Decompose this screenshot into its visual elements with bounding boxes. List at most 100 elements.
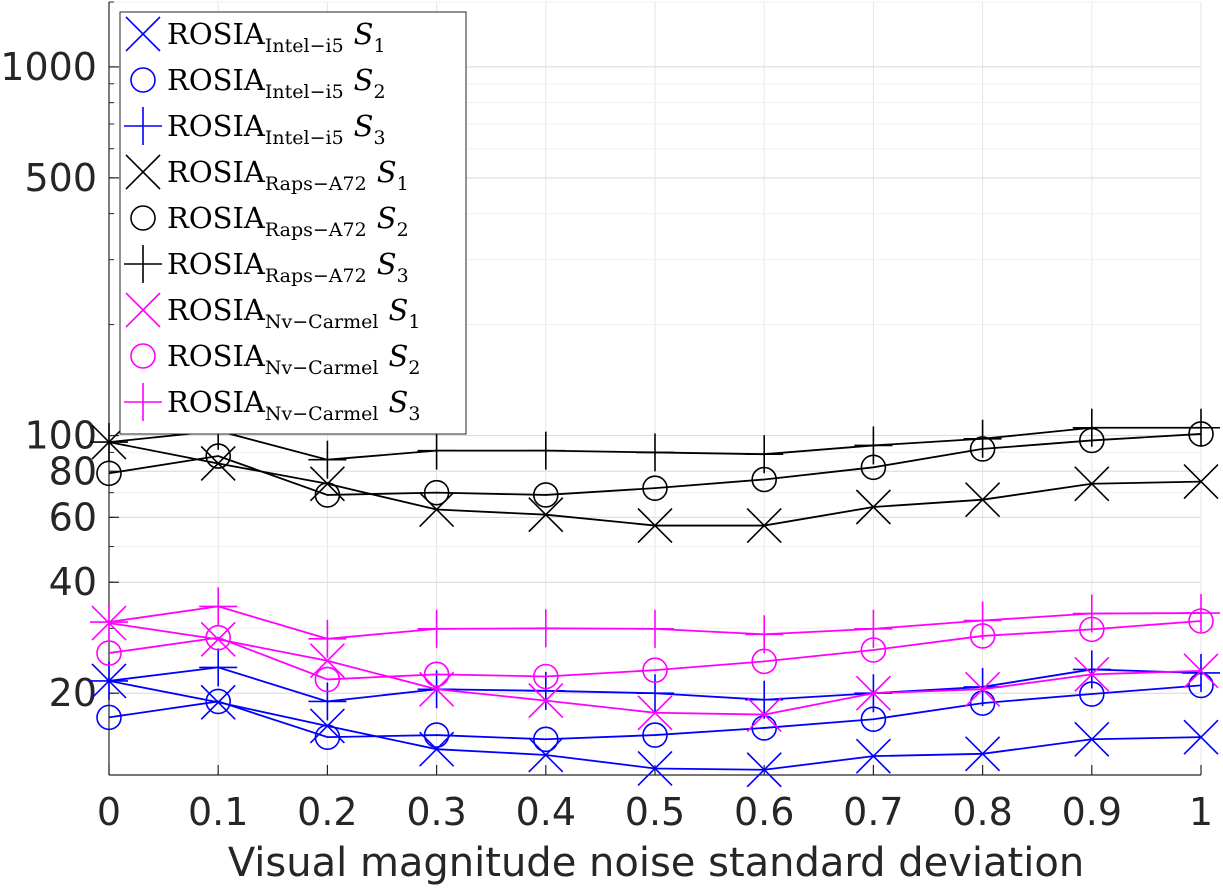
data-point: [1072, 650, 1111, 689]
data-point: [963, 419, 1002, 458]
legend-item: ROSIAIntel−i5 S3: [124, 107, 386, 149]
data-point: [528, 497, 564, 533]
data-point: [636, 433, 674, 472]
legend-label: ROSIAIntel−i5 S1: [167, 17, 386, 57]
data-point: [314, 724, 341, 750]
legend-label: ROSIAIntel−i5 S2: [167, 63, 386, 103]
series-layer: [90, 408, 1220, 788]
legend-label: ROSIANv−Carmel S2: [167, 339, 420, 379]
data-point: [1182, 594, 1220, 633]
data-point: [1182, 653, 1220, 692]
data-point: [205, 624, 231, 651]
data-point: [526, 609, 565, 648]
data-point: [423, 479, 450, 506]
data-point: [1182, 408, 1220, 447]
data-point: [745, 435, 784, 474]
x-tick-label: 0.5: [625, 790, 685, 834]
x-tick-label: 1: [1189, 790, 1213, 834]
y-tick-label: 60: [49, 495, 97, 539]
legend-marker: [124, 245, 162, 283]
data-point: [308, 440, 347, 479]
data-point: [90, 603, 128, 642]
data-point: [309, 643, 345, 679]
legend-marker: [125, 154, 161, 190]
data-point: [314, 666, 341, 693]
x-tick-label: 0.1: [188, 790, 248, 834]
legend-marker: [124, 383, 162, 421]
data-point: [199, 648, 238, 687]
legend-marker: [130, 205, 156, 231]
data-point: [855, 738, 891, 774]
x-tick-label: 0.4: [516, 790, 576, 834]
legend-item: ROSIANv−Carmel S2: [130, 339, 420, 379]
data-point: [200, 621, 236, 657]
data-point: [526, 431, 565, 470]
data-point: [90, 423, 128, 462]
data-point: [746, 507, 782, 544]
y-tick-label: 80: [49, 449, 97, 493]
legend-item: ROSIARaps−A72 S3: [124, 245, 409, 287]
x-tick-label: 0.2: [297, 790, 357, 834]
legend-label: ROSIARaps−A72 S2: [167, 201, 409, 241]
data-point: [746, 752, 782, 788]
y-tick-label: 100: [24, 414, 97, 458]
series-6: [90, 408, 1220, 479]
data-point: [637, 695, 673, 731]
data-point: [199, 587, 238, 626]
legend-marker: [130, 343, 156, 369]
legend-item: ROSIARaps−A72 S1: [125, 154, 409, 195]
data-point: [965, 671, 1001, 707]
y-tick-label: 500: [24, 156, 97, 200]
legend: ROSIAIntel−i5 S1 ROSIAIntel−i5 S2 ROSIAIntel…: [119, 11, 467, 435]
legend-label: ROSIANv−Carmel S1: [167, 293, 420, 333]
data-point: [96, 460, 122, 487]
data-point: [526, 671, 565, 710]
y-tick-label: 20: [49, 671, 97, 715]
data-point: [855, 489, 891, 525]
data-point: [642, 657, 668, 683]
legend-marker: [130, 67, 156, 93]
legend-label: ROSIARaps−A72 S3: [167, 247, 409, 287]
data-point: [532, 482, 559, 508]
legend-label: ROSIARaps−A72 S1: [167, 155, 409, 195]
legend-marker: [124, 107, 162, 145]
x-tick-label: 0: [97, 790, 121, 834]
data-point: [1072, 408, 1111, 447]
data-point: [1074, 721, 1110, 757]
data-point: [205, 688, 231, 715]
legend-item: ROSIANv−Carmel S1: [125, 292, 420, 333]
data-point: [96, 704, 122, 731]
data-point: [636, 609, 674, 648]
data-point: [423, 661, 450, 688]
data-point: [1183, 719, 1219, 755]
series-7: [91, 605, 1219, 733]
data-point: [642, 722, 668, 748]
series-9: [90, 587, 1220, 658]
data-point: [745, 680, 784, 719]
data-point: [423, 722, 450, 748]
y-tick-label: 40: [49, 560, 97, 604]
legend-marker: [125, 16, 161, 52]
x-tick-label: 0.3: [406, 790, 466, 834]
x-axis-label: Visual magnitude noise standard deviatio…: [228, 840, 1084, 886]
data-point: [636, 674, 674, 713]
y-tick-label: 1000: [0, 45, 97, 89]
legend-item: ROSIARaps−A72 S2: [130, 201, 409, 241]
data-point: [532, 663, 559, 690]
data-point: [1074, 466, 1110, 502]
data-point: [1183, 653, 1219, 689]
data-point: [965, 482, 1001, 518]
data-point: [855, 675, 891, 711]
data-point: [746, 697, 782, 733]
data-point: [96, 640, 122, 666]
data-point: [854, 609, 893, 648]
series-line: [108, 433, 1202, 496]
data-point: [90, 661, 128, 700]
data-point: [637, 507, 673, 544]
data-point: [528, 683, 564, 719]
data-point: [642, 475, 668, 501]
data-point: [308, 619, 347, 658]
legend-item: ROSIANv−Carmel S3: [124, 383, 420, 425]
legend-item: ROSIAIntel−i5 S2: [130, 63, 386, 103]
